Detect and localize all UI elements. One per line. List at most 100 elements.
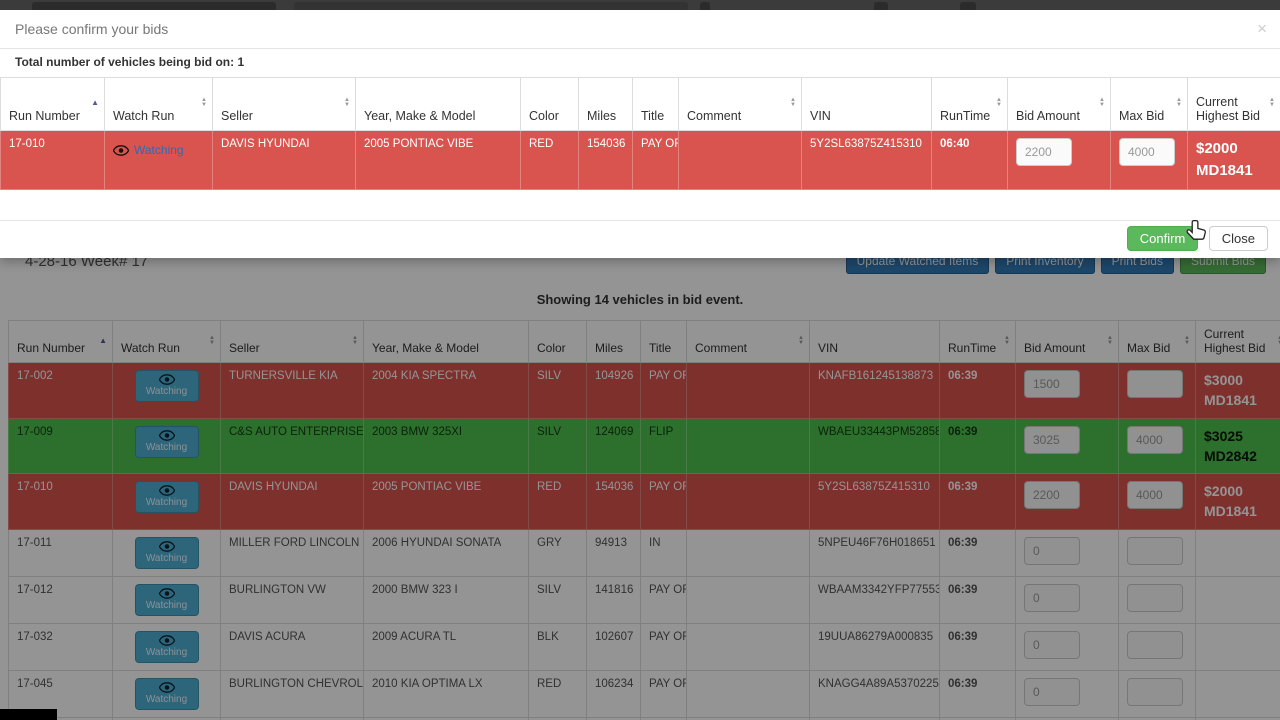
table-row: 17-050WatchingDAVIS HYUNDAI2008 CHEVROLE… (8, 716, 1280, 720)
column-label: Current Highest Bid (1196, 95, 1260, 123)
cell-comment (686, 575, 810, 624)
watching-button[interactable]: Watching (134, 425, 199, 458)
column-header-current-highest-bid[interactable]: Current Highest Bid ▲▼ (1195, 320, 1280, 363)
bid-amount-input[interactable] (1016, 138, 1072, 166)
cell-current-highest-bid: $3000 MD1841 (1195, 362, 1280, 419)
cell-max-bid (1118, 575, 1196, 624)
column-header-run-time[interactable]: RunTime ▲ ▼ (939, 320, 1016, 363)
bid-amount-input[interactable] (1024, 536, 1080, 565)
cell-year-make-model: 2000 BMW 323 I (363, 575, 529, 624)
column-label: Max Bid (1119, 109, 1165, 123)
column-label: Comment (695, 341, 748, 355)
column-label: Run Number (9, 109, 80, 123)
column-header-bid-amount[interactable]: Bid Amount ▲ ▼ (1007, 77, 1111, 131)
eye-icon (158, 374, 175, 385)
cell-max-bid (1118, 528, 1196, 577)
column-label: Color (537, 341, 566, 355)
column-label: Current Highest Bid (1204, 327, 1266, 355)
watching-button[interactable]: Watching (134, 630, 199, 663)
column-label: VIN (818, 341, 839, 355)
bid-amount-input[interactable] (1024, 425, 1080, 454)
confirm-button[interactable]: Confirm (1126, 225, 1199, 251)
column-header-seller[interactable]: Seller ▲ ▼ (220, 320, 364, 363)
column-header-comment[interactable]: Comment ▲ ▼ (686, 320, 810, 363)
showing-count: Showing 14 vehicles in bid event. (536, 292, 744, 307)
column-label: Bid Amount (1024, 341, 1086, 355)
bid-amount-input[interactable] (1024, 630, 1080, 659)
column-header-color: Color (520, 77, 579, 131)
eye-icon (158, 681, 175, 693)
column-header-watch-run[interactable]: Watch Run ▲ ▼ (104, 77, 213, 131)
column-label: Watch Run (113, 109, 175, 123)
max-bid-input[interactable] (1127, 370, 1183, 398)
close-icon[interactable]: × (1257, 19, 1267, 38)
column-label: Color (529, 109, 559, 123)
cell-bid-amount (1015, 575, 1119, 624)
column-label: Title (649, 341, 672, 355)
column-label: Seller (221, 109, 253, 123)
cell-bid-amount (1007, 130, 1111, 190)
column-header-run-time[interactable]: RunTime ▲ ▼ (931, 77, 1008, 131)
column-header-current-highest-bid[interactable]: Current Highest Bid ▲▼ (1187, 77, 1280, 131)
column-header-comment[interactable]: Comment ▲ ▼ (678, 77, 802, 131)
cell-current-highest-bid (1195, 669, 1280, 718)
highest-bid-amount: $2000 (1204, 483, 1243, 500)
sort-icon: ▲▼ (209, 334, 215, 346)
bid-event-table: Run Number ▲ Watch Run ▲ ▼ Seller ▲ ▼ Year, Make… (8, 320, 1280, 720)
watching-button[interactable]: Watching (134, 583, 199, 616)
watching-label: Watching (145, 599, 188, 611)
max-bid-input[interactable] (1127, 677, 1183, 706)
column-label: Year, Make & Model (364, 109, 476, 123)
cell-comment (686, 528, 810, 577)
max-bid-input[interactable] (1119, 138, 1175, 166)
watching-label: Watching (145, 441, 188, 453)
watching-button[interactable]: Watching (134, 677, 199, 710)
watching-button[interactable]: Watching (134, 481, 199, 514)
column-header-vin: VIN (801, 77, 932, 131)
max-bid-input[interactable] (1127, 481, 1183, 510)
column-header-watch-run[interactable]: Watch Run ▲ ▼ (112, 320, 221, 363)
column-header-year-make-model: Year, Make & Model (363, 320, 529, 363)
cell-year-make-model: 2009 ACURA TL (363, 622, 529, 671)
cell-comment (686, 362, 810, 419)
watching-button[interactable]: Watching (134, 370, 199, 402)
cell-run-number: 17-010 (0, 130, 105, 190)
bid-amount-input[interactable] (1024, 677, 1080, 706)
max-bid-input[interactable] (1127, 630, 1183, 659)
cell-max-bid (1110, 130, 1188, 190)
column-header-max-bid[interactable]: Max Bid ▲ ▼ (1118, 320, 1196, 363)
cell-title: FLIP (640, 417, 687, 475)
highest-bidder-id: MD1841 (1204, 392, 1257, 409)
cell-miles: 124069 (586, 417, 641, 475)
cell-run-number: 17-002 (8, 362, 113, 419)
column-header-max-bid[interactable]: Max Bid ▲ ▼ (1110, 77, 1188, 131)
column-header-bid-amount[interactable]: Bid Amount ▲ ▼ (1015, 320, 1119, 363)
table-row: 17-045 Watching BURLINGTON CHEVROLET 2010 K… (8, 669, 1280, 718)
column-header-run-number[interactable]: Run Number ▲ (8, 320, 113, 363)
watch-toggle[interactable]: Watching (113, 138, 184, 157)
cell-comment (686, 669, 810, 718)
sort-icon: ▲▼ (1277, 334, 1280, 345)
column-header-seller[interactable]: Seller ▲ ▼ (212, 77, 356, 131)
sort-icon: ▲▼ (1184, 334, 1190, 346)
close-button[interactable]: Close (1208, 225, 1268, 251)
bid-amount-input[interactable] (1024, 370, 1080, 398)
bid-amount-input[interactable] (1024, 583, 1080, 612)
max-bid-input[interactable] (1127, 583, 1183, 612)
confirm-table: Run Number ▲ Watch Run ▲ ▼ Seller ▲ ▼ Year, Make… (0, 77, 1280, 190)
watching-label: Watching (145, 693, 188, 705)
max-bid-input[interactable] (1127, 425, 1183, 454)
browser-tab (294, 2, 688, 10)
watching-button[interactable]: Watching (134, 536, 199, 569)
max-bid-input[interactable] (1127, 536, 1183, 565)
cell-title: PAY OFF (640, 473, 687, 530)
cell-title: PAY OFF (632, 130, 679, 190)
highest-bidder-id: MD2842 (1204, 447, 1257, 464)
sort-icon: ▲▼ (1004, 334, 1010, 346)
cell-seller: TURNERSVILLE KIA (220, 362, 364, 419)
bid-amount-input[interactable] (1024, 481, 1080, 510)
column-header-year-make-model: Year, Make & Model (355, 77, 521, 131)
column-header-color: Color (528, 320, 587, 363)
column-header-run-number[interactable]: Run Number ▲ (0, 77, 105, 131)
